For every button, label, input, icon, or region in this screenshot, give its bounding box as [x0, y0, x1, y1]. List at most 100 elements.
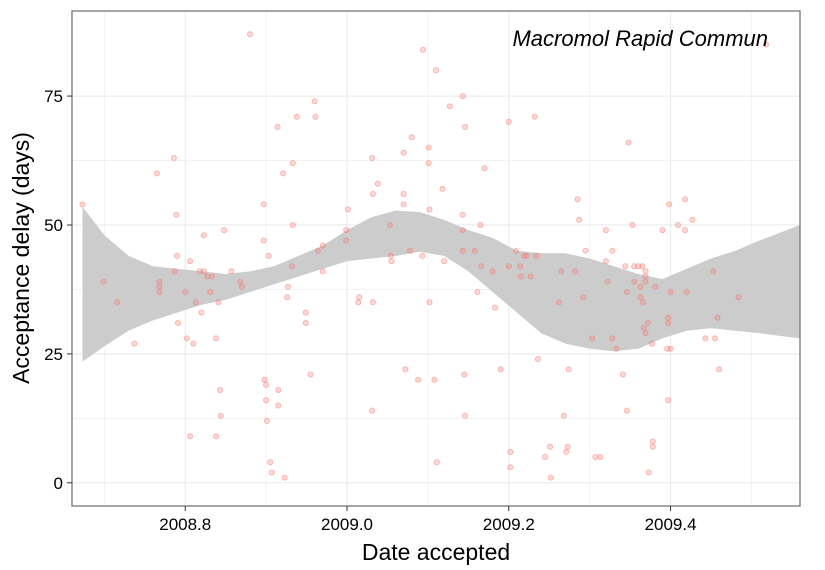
data-point — [547, 443, 554, 450]
data-point — [574, 196, 581, 203]
data-point — [432, 67, 439, 74]
data-point — [542, 453, 549, 460]
data-point — [623, 288, 630, 295]
data-point — [182, 288, 189, 295]
data-point — [171, 268, 178, 275]
data-point — [369, 190, 376, 197]
data-point — [649, 443, 656, 450]
data-point — [622, 263, 629, 270]
data-point — [640, 299, 647, 306]
data-point — [187, 433, 194, 440]
data-point — [710, 268, 717, 275]
data-point — [386, 221, 393, 228]
data-point — [355, 299, 362, 306]
data-point — [459, 211, 466, 218]
x-axis: 2008.8 2009.0 2009.2 2009.4 — [159, 506, 697, 534]
data-point — [425, 160, 432, 167]
data-point — [477, 221, 484, 228]
data-point — [597, 453, 604, 460]
data-point — [604, 278, 611, 285]
data-point — [639, 263, 646, 270]
data-point — [446, 103, 453, 110]
data-point — [582, 247, 589, 254]
data-point — [439, 185, 446, 192]
data-point — [217, 412, 224, 419]
data-point — [207, 288, 214, 295]
data-point — [263, 381, 270, 388]
data-point — [649, 438, 656, 445]
data-point — [263, 417, 270, 424]
data-point — [576, 216, 583, 223]
data-point — [625, 139, 632, 146]
data-point — [505, 263, 512, 270]
data-point — [238, 283, 245, 290]
y-axis: 0 25 50 75 — [44, 87, 72, 493]
data-point — [237, 278, 244, 285]
data-point — [114, 299, 121, 306]
data-point — [623, 407, 630, 414]
data-point — [212, 433, 219, 440]
data-point — [402, 366, 409, 373]
data-point — [637, 283, 644, 290]
data-point — [649, 340, 656, 347]
data-point — [284, 294, 291, 301]
data-point — [462, 412, 469, 419]
data-point — [293, 113, 300, 120]
data-point — [131, 340, 138, 347]
data-point — [659, 227, 666, 234]
data-point — [534, 355, 541, 362]
data-point — [602, 227, 609, 234]
data-point — [228, 268, 235, 275]
data-point — [489, 268, 496, 275]
data-point — [261, 376, 268, 383]
data-point — [635, 263, 642, 270]
x-tick-label: 2008.8 — [159, 515, 211, 534]
data-point — [527, 273, 534, 280]
data-point — [683, 288, 690, 295]
data-point — [602, 258, 609, 265]
data-point — [642, 273, 649, 280]
data-point — [208, 273, 215, 280]
x-tick-label: 2009.2 — [483, 515, 535, 534]
data-point — [289, 160, 296, 167]
data-point — [560, 412, 567, 419]
data-point — [565, 366, 572, 373]
data-point — [260, 201, 267, 208]
data-point — [474, 288, 481, 295]
x-tick-label: 2009.0 — [321, 515, 373, 534]
data-point — [79, 201, 86, 208]
data-point — [619, 371, 626, 378]
data-point — [665, 397, 672, 404]
data-point — [400, 149, 407, 156]
data-point — [408, 134, 415, 141]
data-point — [314, 247, 321, 254]
data-point — [281, 474, 288, 481]
data-point — [387, 252, 394, 259]
data-point — [263, 397, 270, 404]
data-point — [517, 273, 524, 280]
data-point — [613, 345, 620, 352]
panel-border — [71, 10, 801, 507]
data-point — [513, 247, 520, 254]
data-point — [609, 335, 616, 342]
data-point — [665, 314, 672, 321]
data-point — [343, 237, 350, 244]
data-point — [644, 319, 651, 326]
data-point — [100, 278, 107, 285]
data-point — [459, 247, 466, 254]
data-point — [153, 170, 160, 177]
data-point — [558, 268, 565, 275]
data-point — [174, 319, 181, 326]
data-point — [425, 144, 432, 151]
data-point — [407, 247, 414, 254]
data-point — [420, 46, 427, 53]
data-point — [187, 258, 194, 265]
data-point — [212, 335, 219, 342]
data-point — [735, 294, 742, 301]
data-point — [523, 252, 530, 259]
data-point — [481, 165, 488, 172]
data-point — [369, 299, 376, 306]
data-point — [564, 443, 571, 450]
data-point — [642, 330, 649, 337]
data-point — [319, 268, 326, 275]
